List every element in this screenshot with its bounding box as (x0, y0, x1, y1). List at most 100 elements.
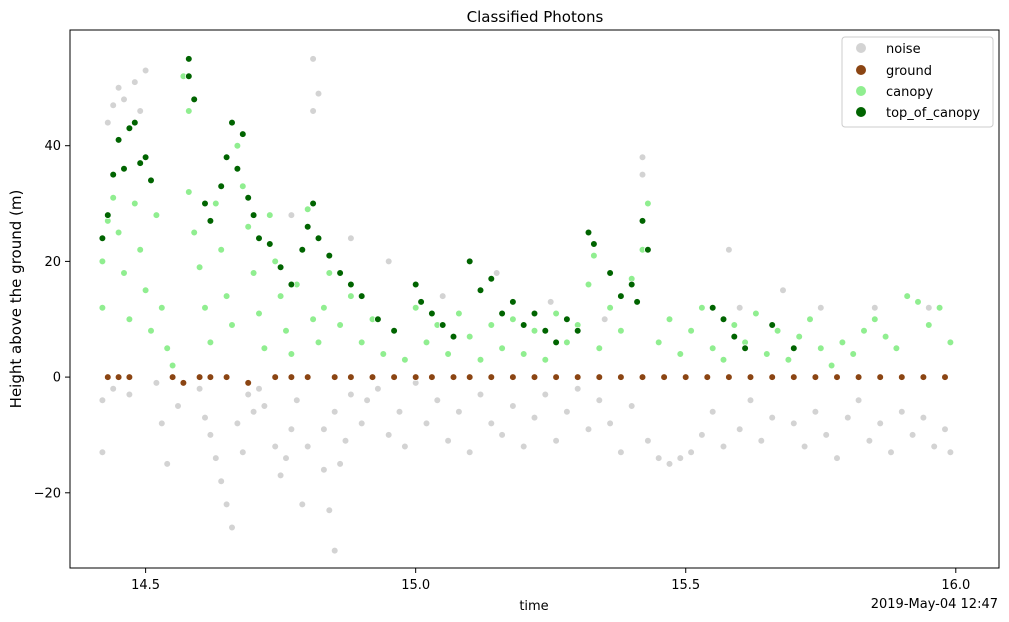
point-top-of-canopy (131, 118, 139, 127)
point-ground (746, 373, 755, 381)
point-noise (676, 454, 685, 462)
point-top-of-canopy (114, 136, 123, 144)
point-ground (703, 373, 712, 381)
point-noise (271, 442, 280, 451)
point-canopy (870, 315, 879, 324)
point-noise (789, 419, 798, 428)
point-noise (476, 390, 485, 399)
point-noise (255, 384, 263, 393)
point-noise (865, 436, 874, 445)
point-noise (573, 384, 582, 393)
point-ground (595, 373, 604, 381)
point-top-of-canopy (104, 211, 112, 219)
point-canopy (476, 355, 485, 364)
point-canopy (239, 182, 247, 191)
point-noise (887, 448, 895, 457)
point-ground (876, 373, 884, 381)
point-noise (638, 170, 647, 179)
point-noise (276, 471, 285, 480)
point-canopy (158, 303, 166, 312)
point-noise (552, 436, 560, 445)
point-noise (811, 407, 820, 416)
point-noise (336, 460, 344, 468)
point-canopy (260, 344, 269, 353)
point-top-of-canopy (147, 176, 155, 185)
point-noise (487, 419, 496, 428)
point-top-of-canopy (519, 321, 528, 329)
legend-box (841, 36, 994, 128)
point-canopy (125, 315, 134, 324)
point-noise (546, 298, 555, 306)
point-noise (698, 431, 706, 439)
point-top-of-canopy (136, 159, 145, 167)
point-noise (843, 413, 852, 422)
point-canopy (892, 344, 901, 353)
point-ground (487, 373, 496, 381)
point-canopy (530, 326, 539, 335)
point-noise (735, 303, 744, 312)
point-top-of-canopy (120, 165, 128, 173)
point-ground (125, 373, 134, 381)
point-noise (627, 402, 636, 410)
point-canopy (795, 332, 803, 341)
point-canopy (730, 321, 739, 329)
point-top-of-canopy (303, 222, 312, 231)
point-noise (725, 246, 733, 254)
point-noise (141, 66, 150, 75)
point-top-of-canopy (590, 240, 598, 248)
point-noise (509, 402, 517, 410)
point-ground (179, 379, 188, 387)
point-noise (330, 546, 339, 555)
point-noise (120, 95, 128, 104)
point-canopy (860, 326, 868, 335)
point-top-of-canopy (563, 315, 571, 324)
point-noise (595, 396, 604, 405)
point-noise (687, 448, 695, 457)
point-ground (271, 373, 280, 381)
point-canopy (519, 350, 528, 358)
point-noise (833, 454, 841, 462)
legend-label-noise: noise (886, 42, 921, 57)
point-canopy (206, 338, 215, 347)
point-noise (638, 153, 647, 162)
point-top-of-canopy (314, 234, 323, 243)
point-noise (206, 431, 215, 439)
point-ground (617, 373, 625, 381)
x-tick-label: 15.5 (671, 578, 700, 593)
point-canopy (228, 321, 236, 329)
point-top-of-canopy (347, 280, 355, 289)
point-canopy (590, 251, 598, 260)
point-canopy (357, 338, 366, 347)
legend: noise ground canopy top_of_canopy (841, 36, 994, 128)
axes-layer: 14.5 15.0 15.5 16.0 −20 0 20 40 (34, 139, 971, 593)
point-noise (233, 419, 242, 428)
point-noise (325, 506, 334, 515)
point-top-of-canopy (255, 234, 263, 243)
point-noise (438, 292, 447, 300)
point-noise (136, 107, 145, 115)
point-noise (174, 402, 182, 410)
point-noise (228, 523, 236, 532)
point-noise (876, 419, 884, 428)
point-noise (222, 500, 231, 509)
point-canopy (325, 269, 334, 277)
point-top-of-canopy (644, 246, 652, 254)
point-top-of-canopy (185, 72, 193, 81)
point-canopy (708, 344, 717, 353)
point-top-of-canopy (244, 194, 253, 202)
point-noise (654, 454, 663, 462)
point-noise (330, 407, 339, 416)
point-top-of-canopy (98, 234, 107, 243)
point-canopy (719, 355, 728, 364)
legend-marker-noise (856, 43, 866, 53)
point-noise (98, 396, 107, 405)
point-ground (244, 379, 253, 387)
point-ground (222, 373, 231, 381)
point-top-of-canopy (222, 153, 231, 162)
point-top-of-canopy (627, 280, 636, 289)
point-canopy (881, 332, 890, 341)
point-canopy (287, 350, 296, 358)
point-noise (919, 413, 928, 422)
point-canopy (816, 344, 825, 353)
point-ground (411, 373, 420, 381)
